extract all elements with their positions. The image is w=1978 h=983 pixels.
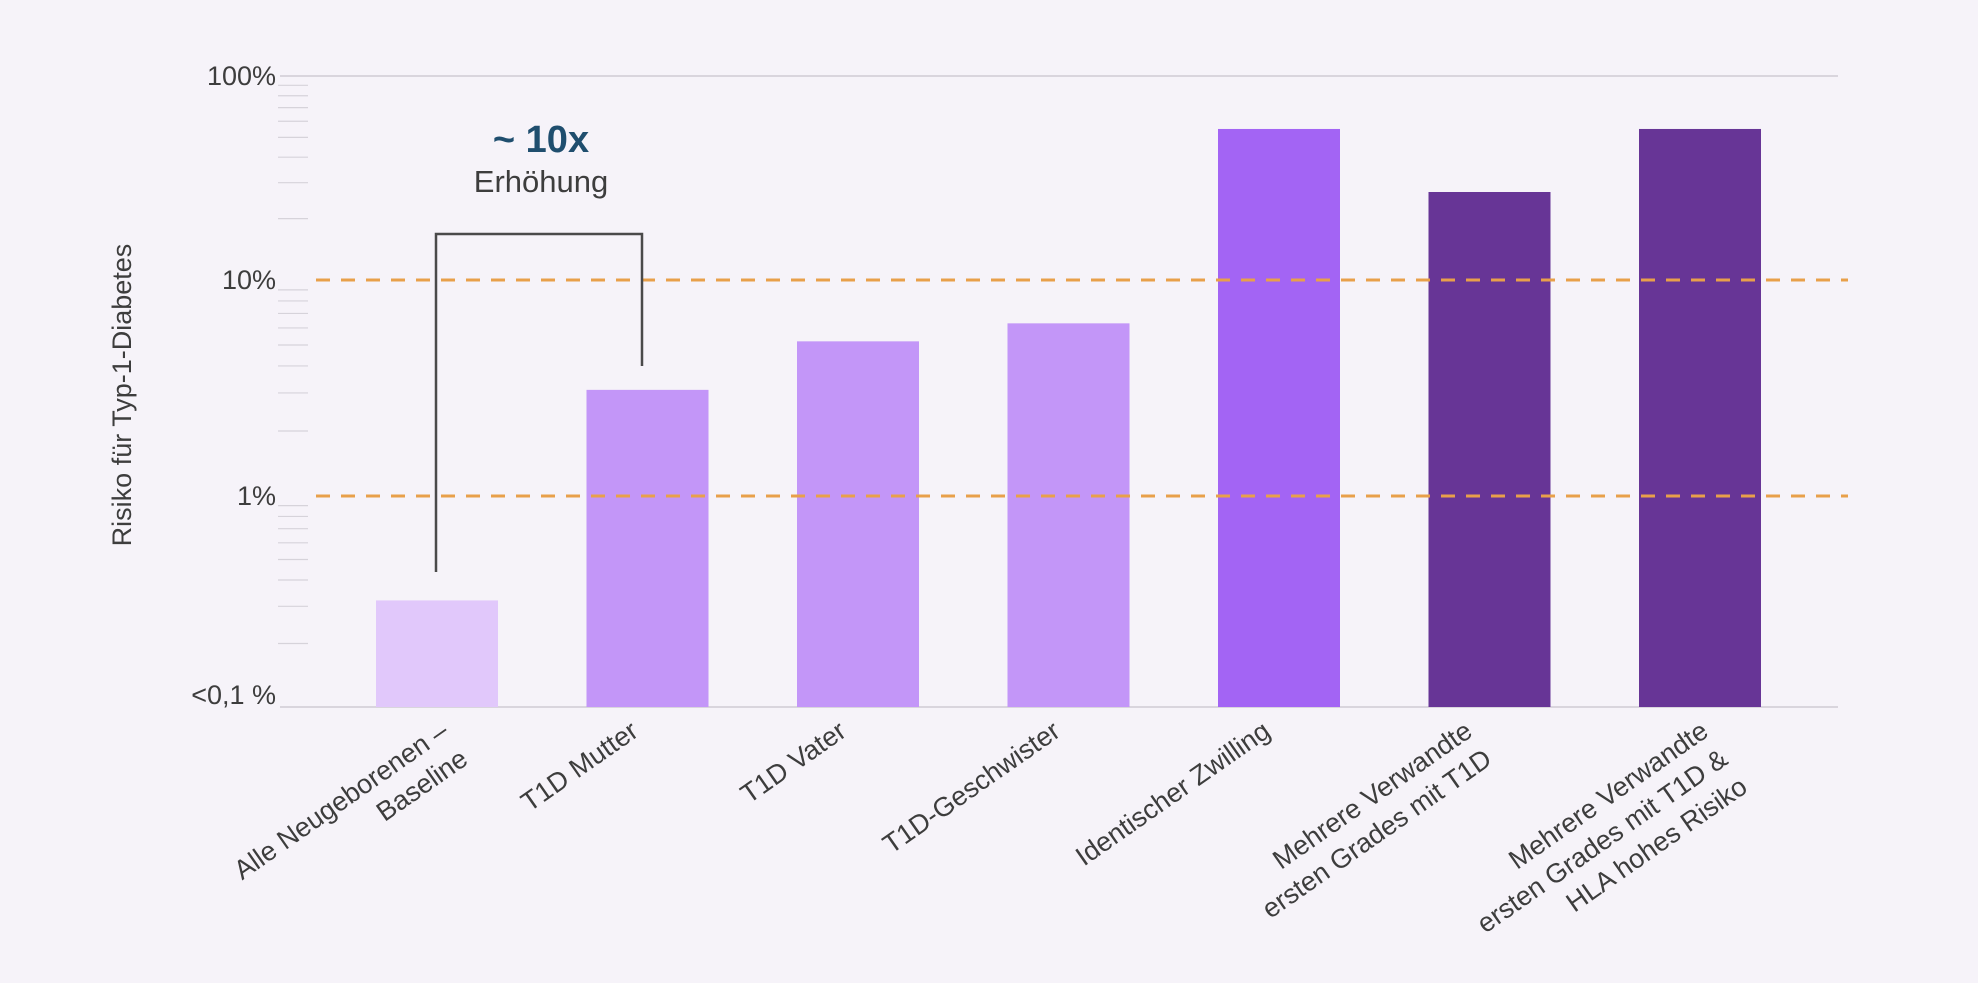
- bar-5: [1428, 192, 1551, 708]
- bar-4: [1218, 128, 1340, 708]
- y-tick-label: 10%: [222, 265, 276, 295]
- category-label-line: ersten Grades mit T1D &: [1472, 743, 1733, 939]
- category-label: Mehrere Verwandteersten Grades mit T1D: [1237, 715, 1497, 924]
- category-label: T1D Vater: [735, 715, 851, 809]
- category-label: T1D Mutter: [516, 715, 644, 817]
- category-label-line: Identischer Zwilling: [1070, 715, 1275, 871]
- annotation-title: ~ 10x: [493, 119, 589, 161]
- category-label: Identischer Zwilling: [1070, 715, 1275, 871]
- y-tick-label: <0,1 %: [191, 680, 276, 710]
- category-label: Alle Neugeborenen –Baseline: [228, 715, 473, 913]
- y-axis-title: Risiko für Typ-1-Diabetes: [107, 244, 137, 547]
- bar-1: [586, 389, 709, 707]
- category-label: T1D-Geschwister: [877, 715, 1065, 859]
- annotation-subtitle: Erhöhung: [474, 164, 608, 199]
- bar-2: [797, 341, 919, 707]
- category-label-line: T1D Vater: [735, 715, 851, 809]
- bar-3: [1007, 323, 1130, 707]
- annotation-bracket: [434, 232, 644, 572]
- category-label-line: T1D Mutter: [516, 715, 644, 817]
- y-tick-label: 100%: [207, 61, 276, 91]
- y-tick-label: 1%: [237, 481, 276, 511]
- category-label-line: T1D-Geschwister: [877, 715, 1065, 859]
- category-label: Mehrere Verwandteersten Grades mit T1D &…: [1452, 715, 1752, 966]
- bar-6: [1639, 128, 1761, 708]
- bar-0: [376, 600, 498, 707]
